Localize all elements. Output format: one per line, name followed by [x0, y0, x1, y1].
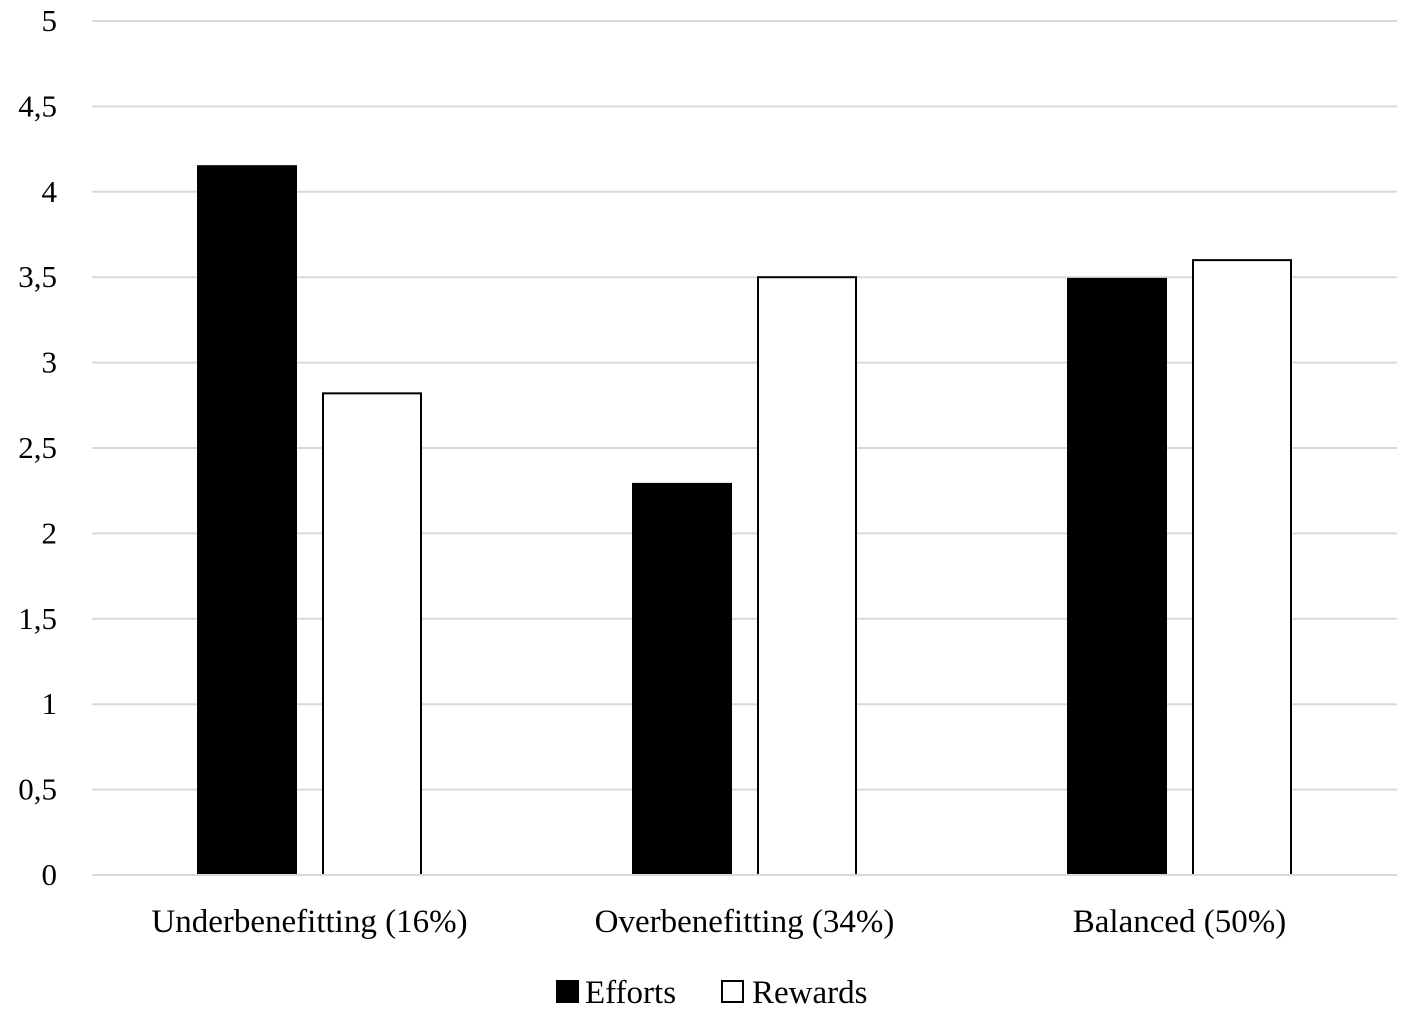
y-tick-label: 4 — [42, 174, 58, 209]
y-tick-label: 0 — [42, 857, 58, 892]
y-tick-label: 4,5 — [18, 88, 57, 123]
legend-swatch-efforts — [556, 980, 579, 1003]
legend-label-efforts: Efforts — [585, 975, 676, 1011]
y-axis-ticks: 0 0,5 1 1,5 2 2,5 3 3,5 4 4,5 5 — [18, 3, 57, 892]
category-label: Balanced (50%) — [1073, 904, 1287, 940]
legend-label-rewards: Rewards — [752, 975, 867, 1011]
y-tick-label: 0,5 — [18, 772, 57, 807]
y-tick-label: 1,5 — [18, 601, 57, 636]
bar-rewards — [322, 392, 422, 876]
y-tick-label: 3 — [42, 345, 58, 380]
bar-efforts — [197, 165, 297, 876]
legend-swatch-rewards — [721, 980, 744, 1003]
bar-rewards — [757, 276, 857, 876]
gridlines — [92, 20, 1397, 791]
legend: Efforts Rewards — [556, 975, 867, 1011]
bar-efforts — [632, 482, 732, 876]
bar-rewards — [1192, 259, 1292, 876]
y-tick-label: 5 — [42, 3, 58, 38]
y-tick-label: 2 — [42, 515, 58, 550]
y-tick-label: 2,5 — [18, 430, 57, 465]
category-labels: Underbenefitting (16%) Overbenefitting (3… — [151, 904, 1286, 940]
y-tick-label: 1 — [42, 686, 58, 721]
bar-efforts — [1067, 277, 1167, 876]
category-label: Underbenefitting (16%) — [151, 904, 467, 940]
category-label: Overbenefitting (34%) — [595, 904, 895, 940]
bars — [197, 165, 1292, 876]
y-tick-label: 3,5 — [18, 259, 57, 294]
